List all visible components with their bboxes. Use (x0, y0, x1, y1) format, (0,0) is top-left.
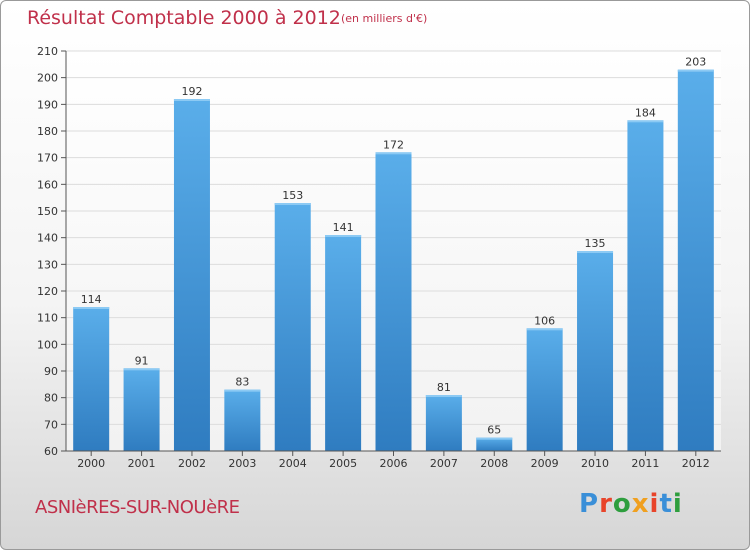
logo-letter: i (672, 489, 683, 519)
y-tick-label: 210 (37, 45, 58, 58)
data-label: 106 (534, 314, 555, 327)
y-tick-label: 110 (37, 312, 58, 325)
y-tick-label: 130 (37, 258, 58, 271)
x-tick-label: 2004 (279, 457, 307, 470)
bar-2006 (375, 152, 412, 452)
bar-highlight (325, 235, 362, 237)
logo-letter: t (659, 489, 673, 519)
x-tick-label: 2005 (329, 457, 357, 470)
logo-letter: o (612, 489, 632, 519)
bar-2010 (577, 251, 614, 451)
x-tick-label: 2010 (581, 457, 609, 470)
bar-highlight (73, 307, 110, 309)
x-tick-label: 2009 (531, 457, 559, 470)
y-tick-label: 80 (44, 392, 58, 405)
bar-highlight (677, 69, 714, 72)
chart-subtitle: (en milliers d'€) (341, 12, 428, 25)
bar-highlight (476, 437, 513, 440)
y-tick-label: 60 (44, 445, 58, 458)
bar-highlight (425, 395, 462, 397)
x-tick-label: 2000 (77, 457, 105, 470)
bar-2000 (73, 307, 110, 451)
data-label: 114 (81, 293, 102, 306)
logo-letter: x (631, 489, 650, 519)
bar-2011 (627, 120, 664, 451)
y-tick-label: 70 (44, 418, 58, 431)
x-tick-label: 2001 (128, 457, 156, 470)
x-tick-label: 2008 (480, 457, 508, 470)
logo-letter: r (599, 489, 613, 519)
data-label: 81 (437, 381, 451, 394)
y-tick-label: 100 (37, 338, 58, 351)
y-tick-label: 170 (37, 152, 58, 165)
chart-title: Résultat Comptable 2000 à 2012 (27, 7, 341, 29)
x-tick-label: 2006 (380, 457, 408, 470)
bar-2007 (425, 395, 462, 451)
x-tick-label: 2012 (682, 457, 710, 470)
data-label: 153 (282, 189, 303, 202)
bar-highlight (173, 99, 210, 101)
bar-2002 (173, 99, 210, 451)
bar-highlight (375, 152, 412, 155)
bar-highlight (577, 251, 614, 253)
y-tick-label: 140 (37, 232, 58, 245)
data-label: 91 (135, 354, 149, 367)
y-tick-label: 160 (37, 178, 58, 191)
bar-2005 (325, 235, 362, 451)
bar-2008 (476, 437, 513, 451)
x-tick-label: 2007 (430, 457, 458, 470)
x-tick-label: 2003 (228, 457, 256, 470)
bar-highlight (224, 389, 261, 392)
x-tick-label: 2011 (631, 457, 659, 470)
data-label: 203 (685, 56, 706, 69)
bar-2009 (526, 328, 563, 451)
commune-name: ASNIèRES-SUR-NOUèRE (35, 497, 240, 518)
y-tick-label: 190 (37, 98, 58, 111)
data-label: 141 (333, 221, 354, 234)
data-label: 65 (487, 424, 501, 437)
bar-highlight (274, 203, 311, 205)
bar-highlight (627, 120, 664, 123)
y-tick-label: 180 (37, 125, 58, 138)
bar-2003 (224, 389, 261, 451)
bar-highlight (526, 328, 563, 331)
data-label: 135 (585, 237, 606, 250)
data-label: 184 (635, 106, 656, 119)
logo-letter: i (649, 489, 660, 519)
y-tick-label: 200 (37, 72, 58, 85)
proxiti-logo: Proxiti (579, 489, 683, 519)
bar-2001 (123, 368, 160, 451)
bar-2012 (677, 69, 714, 452)
bar-highlight (123, 368, 160, 371)
logo-letter: P (579, 489, 600, 519)
y-tick-label: 120 (37, 285, 58, 298)
data-label: 192 (181, 85, 202, 98)
y-tick-label: 150 (37, 205, 58, 218)
y-tick-label: 90 (44, 365, 58, 378)
data-label: 172 (383, 138, 404, 151)
x-tick-label: 2002 (178, 457, 206, 470)
data-label: 83 (235, 376, 249, 389)
bar-2004 (274, 203, 311, 451)
